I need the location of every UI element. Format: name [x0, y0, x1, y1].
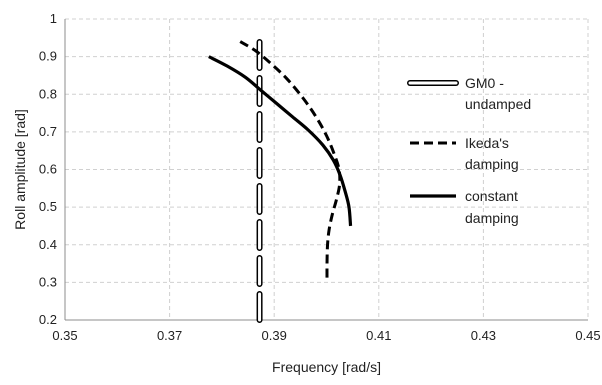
legend-label-1-line-0: Ikeda's [465, 135, 509, 151]
plot-frame [64, 19, 588, 321]
legend: GM0 - undamped Ikeda's damping constant dampi… [407, 75, 531, 226]
x-tick-label: 0.41 [366, 328, 391, 343]
legend-label-0-line-1: undamped [465, 96, 531, 112]
y-tick-label: 0.8 [39, 86, 57, 101]
y-tick-label: 0.7 [39, 124, 57, 139]
grid [65, 18, 589, 320]
y-tick-label: 0.6 [39, 162, 57, 177]
y-tick-label: 0.5 [39, 199, 57, 214]
legend-label-2: constant damping [465, 188, 519, 226]
series-group [208, 31, 353, 323]
legend-label-0-line-0: GM0 - [465, 75, 504, 91]
series-2-line [208, 55, 353, 227]
x-tick-label: 0.37 [157, 328, 182, 343]
x-tick-label: 0.45 [575, 328, 600, 343]
x-axis-title: Frequency [rad/s] [272, 359, 381, 375]
tick-labels: 0.35 0.37 0.39 0.41 0.43 0.45 0.2 0.3 0.4 0.5 0.6 0… [39, 11, 601, 343]
legend-label-1-line-1: damping [465, 156, 519, 172]
y-tick-label: 0.2 [39, 312, 57, 327]
y-axis-title: Roll amplitude [rad] [12, 109, 28, 230]
x-tick-label: 0.39 [262, 328, 287, 343]
y-tick-label: 1 [50, 11, 57, 26]
y-tick-label: 0.4 [39, 237, 57, 252]
series-1-line [239, 40, 342, 283]
legend-label-2-line-1: damping [465, 210, 519, 226]
x-tick-label: 0.35 [52, 328, 77, 343]
legend-label-1: Ikeda's damping [465, 135, 519, 172]
legend-label-2-line-0: constant [465, 188, 518, 204]
legend-label-0: GM0 - undamped [465, 75, 531, 112]
x-tick-label: 0.43 [471, 328, 496, 343]
y-tick-label: 0.3 [39, 274, 57, 289]
y-tick-label: 0.9 [39, 49, 57, 64]
